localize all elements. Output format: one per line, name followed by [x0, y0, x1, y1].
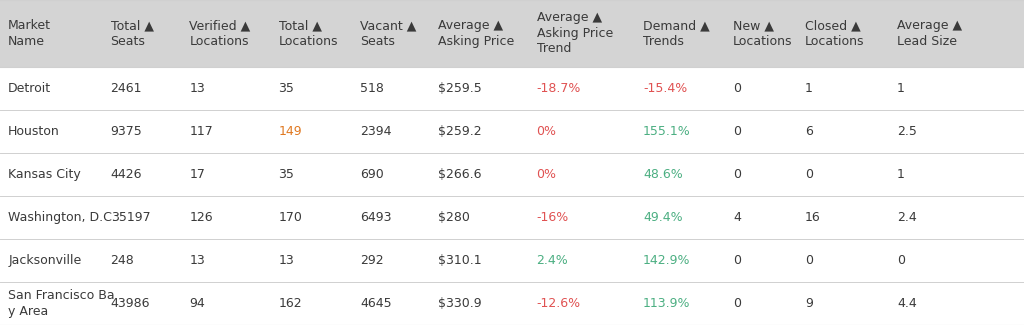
Bar [0, 110, 1024, 153]
Text: 1: 1 [897, 82, 905, 95]
Text: Detroit: Detroit [8, 82, 51, 95]
Text: 0%: 0% [537, 125, 557, 138]
Bar [0, 282, 1024, 325]
Text: 2.4%: 2.4% [537, 254, 568, 267]
Text: 9375: 9375 [111, 125, 142, 138]
Text: 170: 170 [279, 211, 302, 224]
Text: 48.6%: 48.6% [643, 168, 683, 181]
Text: Total ▲
Locations: Total ▲ Locations [279, 19, 338, 47]
Text: $280: $280 [438, 211, 470, 224]
Text: 4645: 4645 [360, 297, 392, 310]
Text: 690: 690 [360, 168, 384, 181]
Text: $330.9: $330.9 [438, 297, 482, 310]
Text: 2.4: 2.4 [897, 211, 916, 224]
Text: Demand ▲
Trends: Demand ▲ Trends [643, 19, 710, 47]
Text: 35197: 35197 [111, 211, 151, 224]
Text: 13: 13 [189, 254, 205, 267]
Bar [0, 153, 1024, 196]
Text: Average ▲
Asking Price: Average ▲ Asking Price [438, 19, 514, 47]
Text: Total ▲
Seats: Total ▲ Seats [111, 19, 154, 47]
Text: Washington, D.C.: Washington, D.C. [8, 211, 116, 224]
Bar [0, 0, 1024, 67]
Text: -18.7%: -18.7% [537, 82, 581, 95]
Text: Closed ▲
Locations: Closed ▲ Locations [805, 19, 864, 47]
Text: 248: 248 [111, 254, 134, 267]
Text: 292: 292 [360, 254, 384, 267]
Text: 2461: 2461 [111, 82, 142, 95]
Text: $259.5: $259.5 [438, 82, 482, 95]
Text: Houston: Houston [8, 125, 60, 138]
Text: 126: 126 [189, 211, 213, 224]
Text: 35: 35 [279, 82, 295, 95]
Text: 6: 6 [805, 125, 813, 138]
Text: 2.5: 2.5 [897, 125, 916, 138]
Bar [0, 196, 1024, 239]
Text: 17: 17 [189, 168, 206, 181]
Bar [0, 239, 1024, 282]
Text: 9: 9 [805, 297, 813, 310]
Bar [0, 67, 1024, 110]
Text: 155.1%: 155.1% [643, 125, 691, 138]
Text: 94: 94 [189, 297, 205, 310]
Text: 117: 117 [189, 125, 213, 138]
Text: -16%: -16% [537, 211, 568, 224]
Text: 518: 518 [360, 82, 384, 95]
Text: 149: 149 [279, 125, 302, 138]
Text: $310.1: $310.1 [438, 254, 482, 267]
Text: 113.9%: 113.9% [643, 297, 690, 310]
Text: 1: 1 [805, 82, 813, 95]
Text: $266.6: $266.6 [438, 168, 481, 181]
Text: 0: 0 [733, 82, 741, 95]
Text: Average ▲
Lead Size: Average ▲ Lead Size [897, 19, 963, 47]
Text: -15.4%: -15.4% [643, 82, 687, 95]
Text: New ▲
Locations: New ▲ Locations [733, 19, 793, 47]
Text: 13: 13 [189, 82, 205, 95]
Text: 0%: 0% [537, 168, 557, 181]
Text: 1: 1 [897, 168, 905, 181]
Text: 49.4%: 49.4% [643, 211, 683, 224]
Text: -12.6%: -12.6% [537, 297, 581, 310]
Text: San Francisco Ba
y Area: San Francisco Ba y Area [8, 289, 115, 318]
Text: $259.2: $259.2 [438, 125, 482, 138]
Text: Vacant ▲
Seats: Vacant ▲ Seats [360, 19, 417, 47]
Text: Kansas City: Kansas City [8, 168, 81, 181]
Text: 16: 16 [805, 211, 820, 224]
Text: Jacksonville: Jacksonville [8, 254, 82, 267]
Text: 0: 0 [805, 168, 813, 181]
Text: 13: 13 [279, 254, 294, 267]
Text: 142.9%: 142.9% [643, 254, 690, 267]
Text: Average ▲
Asking Price
Trend: Average ▲ Asking Price Trend [537, 11, 612, 55]
Text: 4: 4 [733, 211, 741, 224]
Text: 4.4: 4.4 [897, 297, 916, 310]
Text: 43986: 43986 [111, 297, 151, 310]
Text: Verified ▲
Locations: Verified ▲ Locations [189, 19, 251, 47]
Text: 0: 0 [733, 254, 741, 267]
Text: 4426: 4426 [111, 168, 142, 181]
Text: 6493: 6493 [360, 211, 392, 224]
Text: 35: 35 [279, 168, 295, 181]
Text: 0: 0 [733, 125, 741, 138]
Text: 2394: 2394 [360, 125, 392, 138]
Text: Market
Name: Market Name [8, 19, 51, 47]
Text: 0: 0 [733, 297, 741, 310]
Text: 0: 0 [805, 254, 813, 267]
Text: 162: 162 [279, 297, 302, 310]
Text: 0: 0 [897, 254, 905, 267]
Text: 0: 0 [733, 168, 741, 181]
